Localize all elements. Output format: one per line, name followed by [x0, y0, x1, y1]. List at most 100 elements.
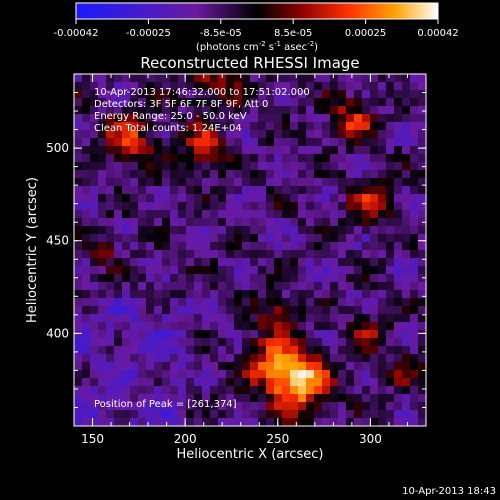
heatmap-cell	[362, 378, 371, 387]
heatmap-cell	[90, 258, 99, 267]
heatmap-cell	[314, 290, 323, 299]
heatmap-cell	[170, 210, 179, 219]
heatmap-cell	[322, 242, 331, 251]
heatmap-cell	[314, 82, 323, 91]
heatmap-cell	[178, 106, 187, 115]
heatmap-cell	[242, 362, 251, 371]
heatmap-cell	[418, 258, 426, 267]
heatmap-cell	[218, 386, 227, 395]
heatmap-cell	[210, 362, 219, 371]
heatmap-cell	[178, 258, 187, 267]
heatmap-cell	[330, 186, 339, 195]
heatmap-cell	[90, 178, 99, 187]
heatmap-cell	[98, 162, 107, 171]
heatmap-cell	[162, 186, 171, 195]
heatmap-cell	[146, 298, 155, 307]
heatmap-cell	[314, 274, 323, 283]
heatmap-cell	[242, 74, 251, 83]
heatmap-cell	[354, 282, 363, 291]
heatmap-cell	[234, 330, 243, 339]
heatmap-cell	[298, 410, 307, 419]
heatmap-cell	[74, 130, 83, 139]
heatmap-cell	[402, 266, 411, 275]
heatmap-cell	[402, 74, 411, 83]
heatmap-cell	[418, 386, 426, 395]
heatmap-cell	[370, 274, 379, 283]
heatmap-cell	[90, 226, 99, 235]
heatmap-cell	[394, 154, 403, 163]
heatmap-cell	[98, 242, 107, 251]
heatmap-cell	[250, 370, 259, 379]
heatmap-cell	[210, 298, 219, 307]
heatmap-cell	[250, 90, 259, 99]
heatmap-cell	[154, 162, 163, 171]
heatmap-cell	[290, 186, 299, 195]
heatmap-cell	[170, 74, 179, 83]
heatmap-cell	[250, 162, 259, 171]
heatmap-cell	[178, 146, 187, 155]
heatmap-cell	[266, 330, 275, 339]
heatmap-cell	[354, 90, 363, 99]
heatmap-cell	[410, 234, 419, 243]
heatmap-cell	[298, 210, 307, 219]
heatmap-cell	[146, 234, 155, 243]
heatmap-cell	[98, 314, 107, 323]
heatmap-cell	[82, 178, 91, 187]
heatmap-cell	[202, 274, 211, 283]
heatmap-cell	[258, 234, 267, 243]
heatmap-cell	[226, 162, 235, 171]
heatmap-cell	[386, 394, 395, 403]
heatmap-cell	[178, 218, 187, 227]
heatmap-cell	[354, 346, 363, 355]
heatmap-cell	[338, 338, 347, 347]
heatmap-cell	[218, 402, 227, 411]
heatmap-cell	[178, 386, 187, 395]
heatmap-cell	[146, 130, 155, 139]
heatmap-cell	[322, 378, 331, 387]
heatmap-cell	[210, 218, 219, 227]
colorbar-tick-label: 8.5e-05	[274, 28, 312, 39]
heatmap-cell	[114, 402, 123, 411]
heatmap-cell	[402, 410, 411, 419]
heatmap-cell	[354, 354, 363, 363]
heatmap-cell	[178, 202, 187, 211]
heatmap-cell	[258, 322, 267, 331]
info-line-energy: Energy Range: 25.0 - 50.0 keV	[94, 111, 247, 122]
heatmap-cell	[242, 82, 251, 91]
heatmap-cell	[282, 82, 291, 91]
heatmap-cell	[106, 314, 115, 323]
heatmap-cell	[162, 402, 171, 411]
heatmap-cell	[402, 234, 411, 243]
heatmap-cell	[290, 170, 299, 179]
heatmap-cell	[274, 330, 283, 339]
heatmap-cell	[274, 386, 283, 395]
heatmap-cell	[266, 130, 275, 139]
heatmap-cell	[322, 82, 331, 91]
heatmap-cell	[250, 338, 259, 347]
heatmap-cell	[146, 258, 155, 267]
heatmap-cell	[314, 170, 323, 179]
heatmap-cell	[346, 210, 355, 219]
heatmap-cell	[250, 330, 259, 339]
heatmap-cell	[90, 338, 99, 347]
colorbar-tick-label: -8.5e-05	[200, 28, 242, 39]
heatmap-cell	[186, 362, 195, 371]
heatmap-cell	[98, 170, 107, 179]
heatmap-cell	[98, 338, 107, 347]
heatmap-cell	[394, 106, 403, 115]
heatmap-cell	[210, 90, 219, 99]
heatmap-cell	[82, 202, 91, 211]
heatmap-cell	[298, 402, 307, 411]
heatmap-cell	[258, 122, 267, 131]
heatmap-cell	[74, 202, 83, 211]
heatmap-cell	[202, 410, 211, 419]
heatmap-cell	[354, 122, 363, 131]
heatmap-cell	[90, 306, 99, 315]
heatmap-cell	[234, 394, 243, 403]
heatmap-cell	[274, 370, 283, 379]
heatmap-cell	[106, 338, 115, 347]
heatmap-cell	[250, 210, 259, 219]
heatmap-cell	[306, 210, 315, 219]
heatmap-cell	[74, 370, 83, 379]
heatmap-cell	[154, 114, 163, 123]
